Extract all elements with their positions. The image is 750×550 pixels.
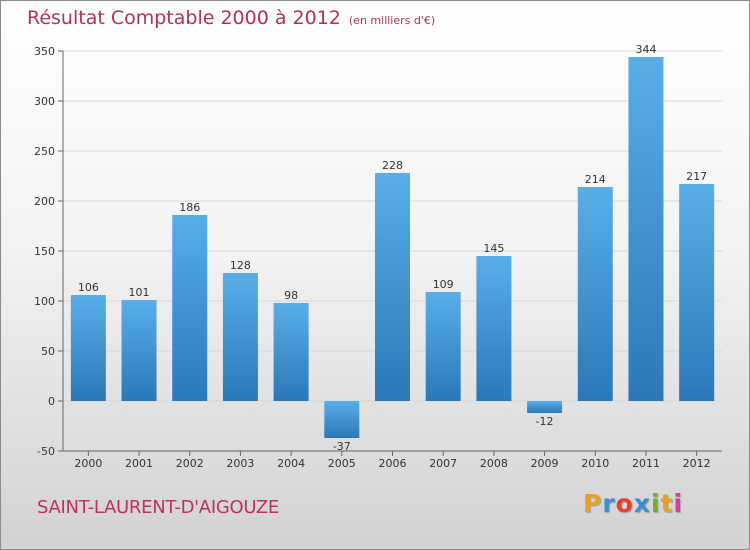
town-name: SAINT-LAURENT-D'AIGOUZE	[37, 497, 280, 518]
y-tick-label: 300	[34, 95, 55, 108]
x-tick-label: 2000	[74, 457, 102, 470]
x-tick-label: 2006	[379, 457, 407, 470]
bar-2007	[425, 292, 461, 401]
bar-2004	[273, 303, 309, 401]
logo-letter: o	[615, 489, 634, 518]
y-tick-label: 250	[34, 145, 55, 158]
x-tick-label: 2001	[125, 457, 153, 470]
proxiti-logo: Proxiti	[583, 489, 683, 518]
y-tick-label: 100	[34, 295, 55, 308]
chart-title: Résultat Comptable 2000 à 2012 (en millie…	[27, 7, 435, 29]
x-tick-label: 2005	[328, 457, 356, 470]
x-tick-label: 2010	[581, 457, 609, 470]
bar-value-label: -12	[536, 415, 554, 428]
y-tick-label: -50	[37, 445, 55, 458]
logo-letter: x	[633, 489, 651, 518]
x-tick-label: 2008	[480, 457, 508, 470]
bar-value-label: 344	[635, 43, 656, 56]
bar-2005	[324, 401, 360, 438]
bar-value-label: 214	[585, 173, 606, 186]
bar-2002	[172, 215, 208, 401]
bar-2003	[222, 273, 258, 401]
logo-letter: r	[602, 489, 616, 518]
x-tick-label: 2004	[277, 457, 305, 470]
x-tick-label: 2009	[531, 457, 559, 470]
y-tick-label: 0	[48, 395, 55, 408]
y-tick-label: 150	[34, 245, 55, 258]
bar-value-label: 145	[483, 242, 504, 255]
y-tick-label: 200	[34, 195, 55, 208]
bar-2006	[375, 173, 410, 401]
bar-2012	[679, 184, 715, 401]
x-tick-label: 2007	[429, 457, 457, 470]
bar-2009	[527, 401, 563, 413]
bar-value-label: 109	[433, 278, 454, 291]
chart-subtitle: (en milliers d'€)	[348, 14, 436, 27]
chart-title-main: Résultat Comptable 2000 à 2012	[27, 7, 341, 29]
logo-letter: t	[660, 489, 674, 518]
logo-letter: i	[673, 489, 684, 518]
bar-value-label: 101	[129, 286, 150, 299]
bar-2011	[628, 57, 664, 401]
logo-letter: P	[583, 489, 603, 518]
bar-value-label: 217	[686, 170, 707, 183]
x-tick-label: 2012	[683, 457, 711, 470]
bar-value-label: 186	[179, 201, 200, 214]
bar-2000	[70, 295, 106, 401]
x-tick-label: 2002	[176, 457, 204, 470]
bar-2008	[476, 256, 512, 401]
x-tick-label: 2003	[226, 457, 254, 470]
bar-2010	[577, 187, 613, 401]
y-tick-label: 350	[34, 45, 55, 58]
logo-letter: i	[651, 489, 661, 518]
bar-value-label: 98	[284, 289, 298, 302]
x-tick-label: 2011	[632, 457, 660, 470]
bar-value-label: 106	[78, 281, 99, 294]
bar-value-label: 228	[382, 159, 403, 172]
y-tick-label: 50	[41, 345, 55, 358]
bar-value-label: 128	[230, 259, 251, 272]
bar-2001	[121, 300, 157, 401]
bar-value-label: -37	[333, 440, 351, 453]
